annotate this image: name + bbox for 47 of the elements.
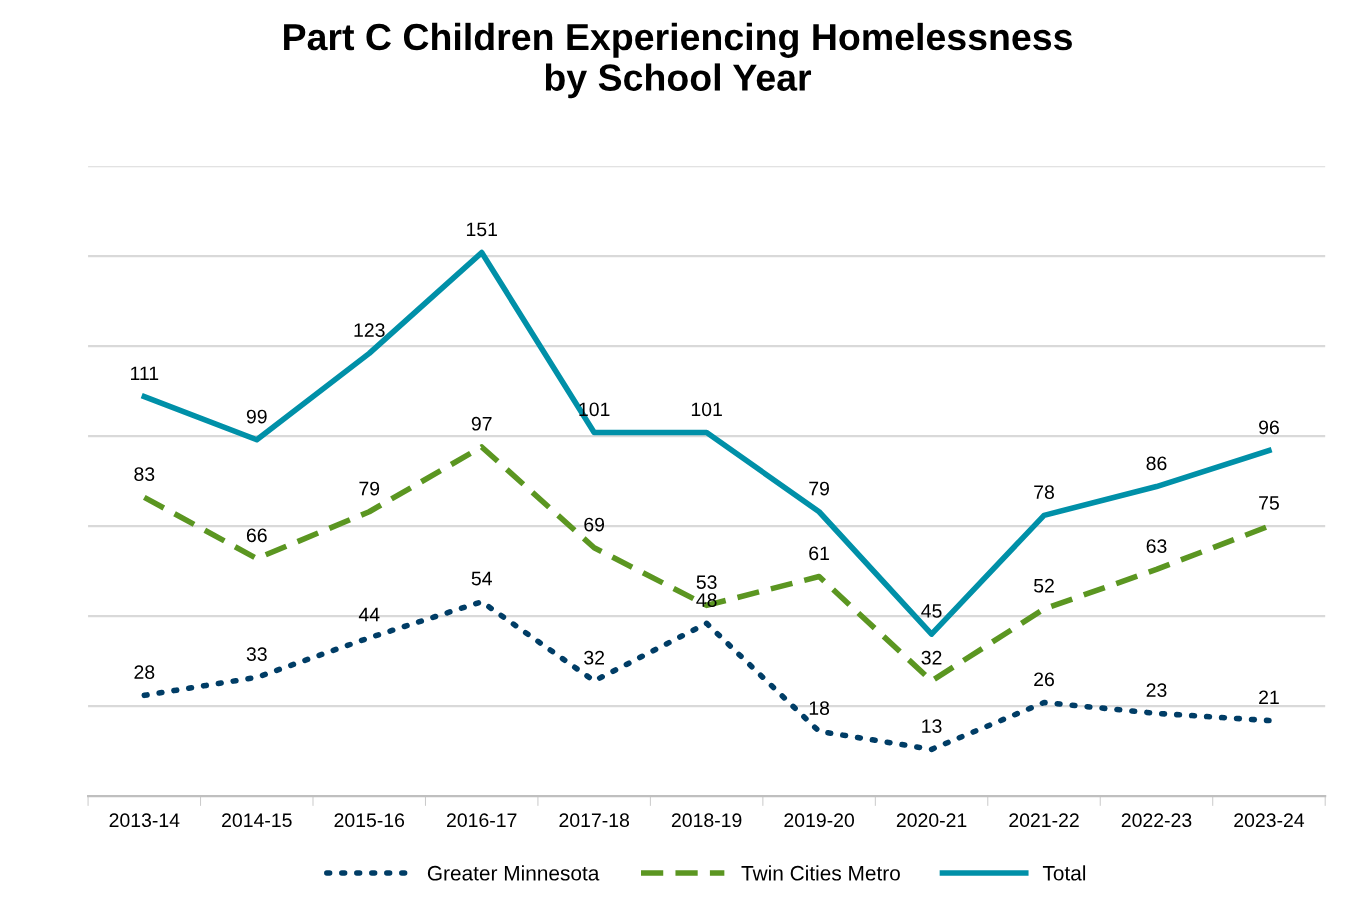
- data-label: 111: [131, 366, 159, 381]
- chart-title: Part C Children Experiencing Homelessness by School Year: [284, 22, 1072, 99]
- legend-label: Total: [1042, 865, 1086, 881]
- data-label: 26: [1034, 672, 1054, 687]
- data-label: 96: [1259, 420, 1279, 435]
- data-label: 28: [134, 665, 155, 679]
- data-label: 54: [471, 571, 492, 586]
- data-label: 79: [809, 481, 829, 496]
- data-label: 101: [691, 402, 722, 417]
- data-label: 83: [134, 467, 155, 482]
- data-label: 33: [246, 647, 267, 661]
- data-label: 23: [1146, 683, 1167, 697]
- x-tick-label: 2023-24: [1234, 813, 1305, 828]
- x-tick-label: 2022-23: [1121, 813, 1192, 828]
- x-tick-label: 2019-20: [784, 813, 855, 828]
- x-tick-label: 2021-22: [1009, 813, 1079, 828]
- x-tick-label: 2020-21: [896, 813, 967, 828]
- data-label: 97: [471, 416, 492, 431]
- data-label: 78: [1034, 485, 1054, 500]
- data-label: 123: [354, 323, 385, 338]
- data-label: 53: [696, 575, 717, 589]
- data-label: 45: [921, 604, 942, 618]
- x-tick-label: 2017-18: [559, 813, 630, 828]
- data-label: 21: [1259, 690, 1279, 704]
- data-label: 32: [584, 650, 605, 665]
- x-tick-label: 2016-17: [447, 813, 517, 828]
- x-tick-label: 2015-16: [334, 813, 405, 828]
- data-label: 44: [358, 607, 380, 622]
- data-label: 18: [809, 701, 830, 715]
- x-tick-label: 2013-14: [109, 813, 180, 828]
- data-label: 99: [246, 409, 267, 424]
- data-label: 32: [921, 650, 942, 665]
- x-tick-label: 2014-15: [222, 813, 292, 828]
- data-label: 151: [466, 222, 497, 237]
- data-label: 75: [1259, 496, 1279, 510]
- x-tick-label: 2018-19: [671, 813, 742, 828]
- data-label: 48: [696, 593, 717, 607]
- data-label: 61: [809, 546, 829, 561]
- data-label: 63: [1146, 539, 1167, 553]
- data-label: 86: [1146, 456, 1167, 471]
- legend-label: Twin Cities Metro: [741, 865, 900, 881]
- legend-label: Greater Minnesota: [427, 865, 600, 881]
- data-label: 79: [359, 481, 380, 496]
- data-label: 13: [922, 719, 942, 733]
- data-label: 52: [1033, 578, 1054, 593]
- data-label: 66: [246, 528, 267, 543]
- data-label: 69: [584, 517, 605, 532]
